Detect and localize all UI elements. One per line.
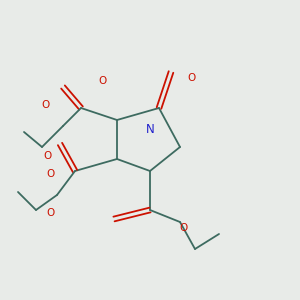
Text: O: O (47, 208, 55, 218)
Text: N: N (146, 122, 154, 136)
Text: O: O (47, 169, 55, 179)
Text: O: O (179, 223, 187, 233)
Text: O: O (44, 151, 52, 161)
Text: O: O (98, 76, 106, 86)
Text: O: O (41, 100, 49, 110)
Text: O: O (188, 73, 196, 83)
